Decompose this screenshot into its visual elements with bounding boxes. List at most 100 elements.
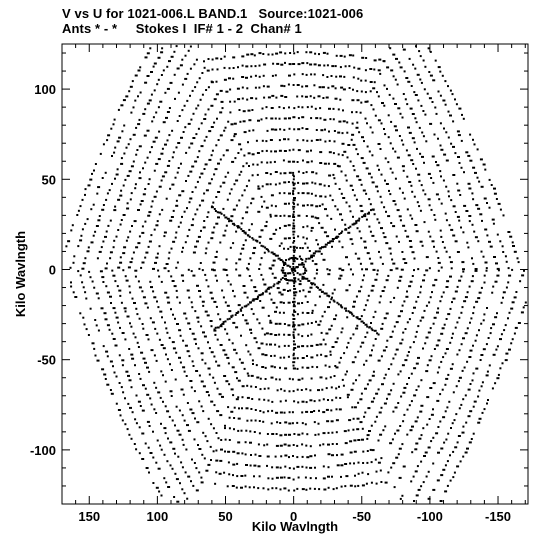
uv-point bbox=[329, 376, 332, 379]
uv-point bbox=[391, 330, 394, 333]
uv-point bbox=[128, 433, 131, 436]
uv-point bbox=[280, 278, 283, 281]
uv-point bbox=[298, 263, 300, 266]
uv-point bbox=[211, 231, 215, 234]
uv-point bbox=[310, 226, 314, 229]
uv-point bbox=[178, 409, 181, 412]
uv-point bbox=[296, 257, 299, 260]
uv-point bbox=[292, 348, 295, 351]
uv-point bbox=[278, 149, 282, 152]
uv-point bbox=[408, 57, 411, 60]
uv-point bbox=[292, 325, 295, 328]
uv-point bbox=[401, 443, 404, 446]
uv-point bbox=[294, 270, 297, 272]
uv-point bbox=[150, 71, 153, 73]
uv-point bbox=[422, 110, 425, 112]
uv-point bbox=[190, 142, 194, 145]
uv-point bbox=[274, 322, 278, 325]
uv-point bbox=[328, 269, 331, 272]
uv-point bbox=[251, 153, 255, 156]
uv-point bbox=[468, 187, 472, 190]
uv-point bbox=[411, 451, 414, 454]
uv-point bbox=[323, 488, 327, 491]
uv-point bbox=[235, 179, 239, 182]
uv-point bbox=[472, 312, 475, 315]
uv-point bbox=[404, 229, 407, 232]
uv-point bbox=[458, 279, 462, 282]
uv-point bbox=[430, 177, 433, 179]
uv-point bbox=[186, 402, 189, 404]
uv-point bbox=[468, 285, 471, 288]
uv-point bbox=[173, 496, 176, 498]
uv-point bbox=[203, 66, 206, 69]
uv-point bbox=[337, 131, 341, 134]
uv-point bbox=[310, 254, 314, 257]
uv-point bbox=[422, 427, 425, 430]
uv-point bbox=[202, 226, 206, 229]
uv-point bbox=[191, 89, 194, 92]
uv-point bbox=[254, 86, 257, 89]
uv-point bbox=[412, 63, 415, 66]
uv-point bbox=[292, 331, 295, 334]
uv-point bbox=[158, 275, 161, 278]
uv-point bbox=[145, 334, 149, 336]
uv-point bbox=[232, 394, 235, 397]
uv-point bbox=[471, 223, 474, 226]
uv-point bbox=[238, 226, 241, 229]
uv-point bbox=[126, 315, 130, 318]
uv-point bbox=[233, 122, 237, 125]
uv-point bbox=[248, 165, 250, 167]
uv-point bbox=[402, 465, 406, 468]
uv-point bbox=[229, 246, 232, 249]
uv-point bbox=[377, 388, 380, 391]
uv-point bbox=[292, 201, 295, 204]
uv-point bbox=[262, 278, 265, 281]
uv-point bbox=[404, 262, 408, 264]
uv-point bbox=[386, 87, 388, 90]
uv-point bbox=[502, 214, 505, 217]
uv-point bbox=[196, 180, 199, 183]
uv-point bbox=[301, 106, 304, 109]
uv-point bbox=[127, 374, 130, 377]
uv-point bbox=[444, 80, 447, 83]
uv-point bbox=[292, 184, 295, 187]
uv-point bbox=[345, 179, 348, 182]
uv-point bbox=[266, 464, 268, 467]
uv-point bbox=[348, 65, 351, 68]
uv-point bbox=[322, 398, 325, 401]
uv-point bbox=[321, 203, 324, 206]
uv-point bbox=[102, 143, 105, 146]
uv-point bbox=[454, 152, 457, 155]
uv-point bbox=[433, 133, 436, 136]
uv-point bbox=[429, 296, 432, 299]
uv-point bbox=[121, 419, 124, 422]
uv-point bbox=[485, 269, 488, 272]
chart-title: V vs U for 1021-006.L BAND.1 Source:1021… bbox=[62, 6, 364, 21]
uv-point bbox=[449, 454, 451, 457]
uv-point bbox=[271, 264, 275, 267]
uv-point bbox=[287, 476, 291, 479]
uv-point bbox=[376, 164, 379, 167]
uv-point bbox=[157, 158, 161, 161]
uv-point bbox=[213, 208, 216, 210]
uv-point bbox=[335, 314, 338, 317]
uv-point bbox=[447, 136, 450, 139]
uv-point bbox=[237, 152, 240, 154]
uv-point bbox=[221, 107, 224, 110]
uv-point bbox=[458, 219, 461, 222]
uv-point bbox=[163, 477, 166, 480]
uv-point bbox=[403, 386, 407, 389]
uv-point bbox=[153, 169, 156, 172]
uv-point bbox=[474, 268, 478, 270]
uv-point bbox=[219, 459, 223, 462]
uv-point bbox=[364, 387, 367, 390]
uv-point bbox=[145, 467, 149, 469]
uv-point bbox=[452, 205, 456, 208]
uv-point bbox=[233, 100, 236, 103]
uv-point bbox=[195, 342, 197, 345]
uv-point bbox=[119, 256, 122, 259]
uv-point bbox=[352, 417, 355, 420]
uv-point bbox=[310, 192, 313, 195]
uv-point bbox=[355, 327, 359, 330]
uv-point bbox=[93, 169, 95, 172]
